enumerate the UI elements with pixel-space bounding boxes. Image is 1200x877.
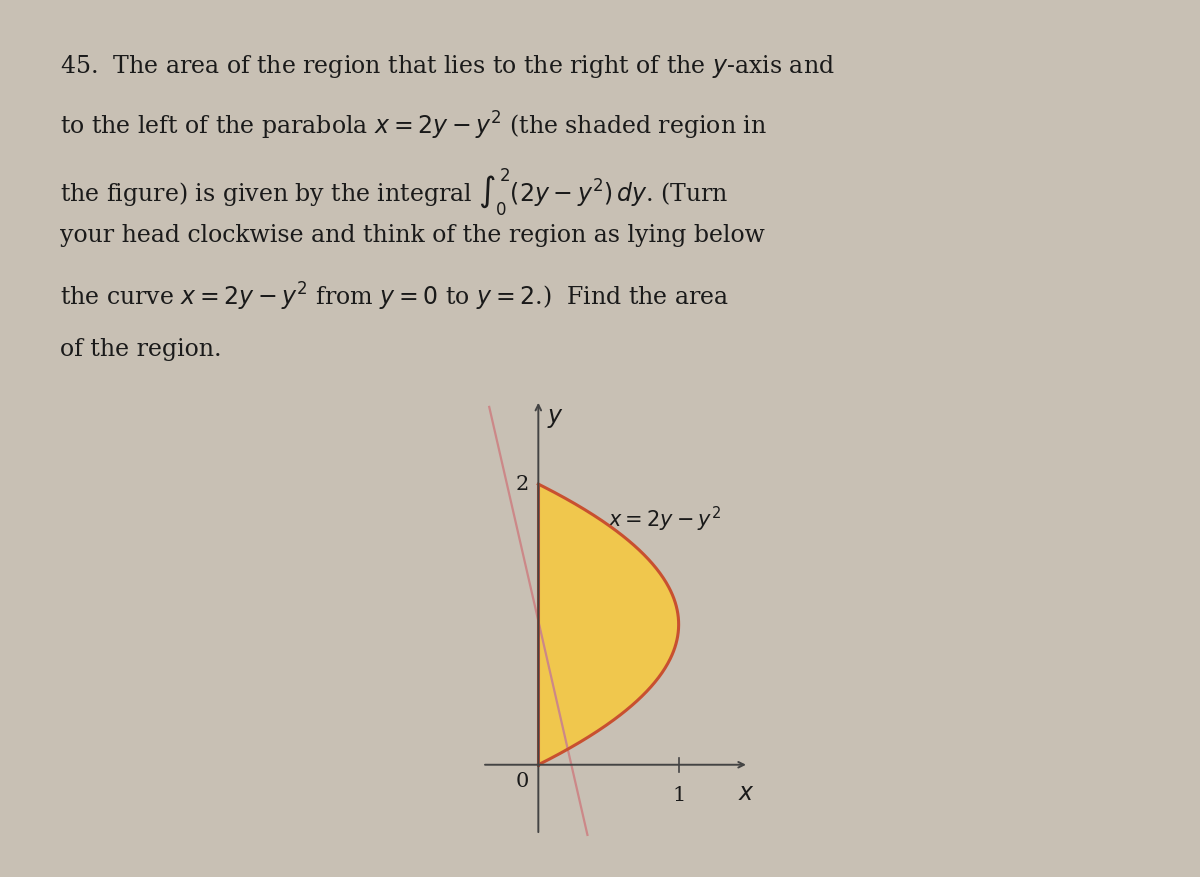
- Text: 1: 1: [672, 786, 685, 805]
- Text: the curve $x = 2y - y^2$ from $y = 0$ to $y = 2$.)  Find the area: the curve $x = 2y - y^2$ from $y = 0$ to…: [60, 281, 730, 313]
- Text: 0: 0: [515, 772, 528, 791]
- Text: $x = 2y - y^2$: $x = 2y - y^2$: [608, 504, 721, 534]
- Text: the figure) is given by the integral $\int_0^2 (2y - y^2)\,dy$. (Turn: the figure) is given by the integral $\i…: [60, 167, 728, 218]
- Text: 45.  The area of the region that lies to the right of the $y$-axis and: 45. The area of the region that lies to …: [60, 53, 835, 80]
- Text: 2: 2: [515, 474, 528, 494]
- Text: $y$: $y$: [547, 407, 564, 430]
- Text: of the region.: of the region.: [60, 338, 222, 360]
- Text: to the left of the parabola $x = 2y - y^2$ (the shaded region in: to the left of the parabola $x = 2y - y^…: [60, 110, 767, 142]
- Text: your head clockwise and think of the region as lying below: your head clockwise and think of the reg…: [60, 224, 764, 246]
- Text: $x$: $x$: [738, 781, 755, 804]
